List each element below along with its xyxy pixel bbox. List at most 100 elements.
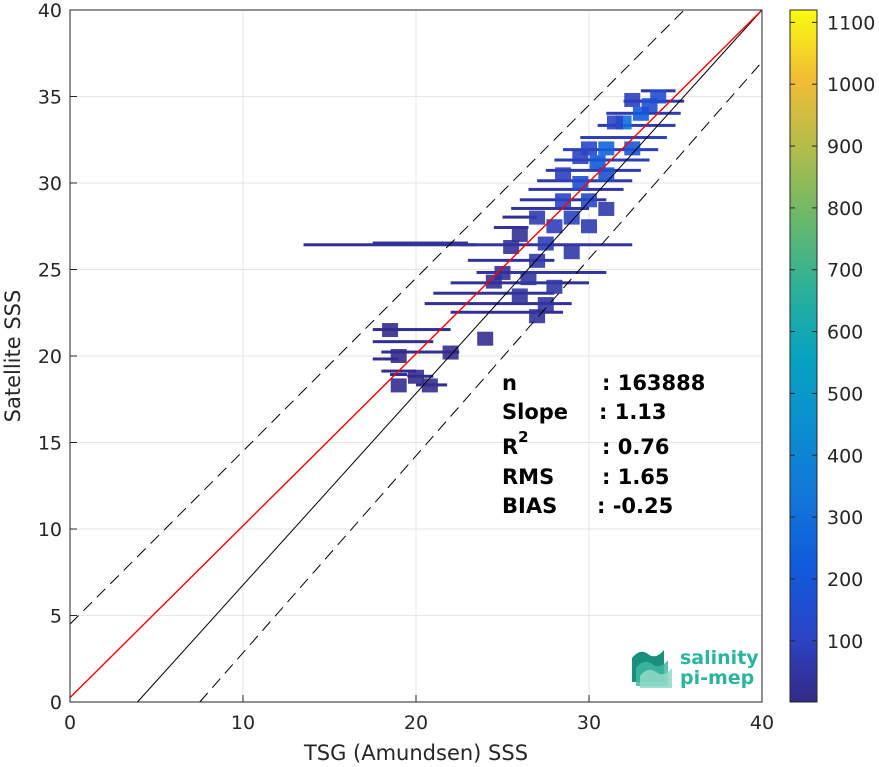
density-bin — [546, 279, 563, 294]
salinity-pi-mep-logo: salinity pi-mep — [632, 647, 759, 689]
density-streak — [372, 328, 451, 332]
y-tick-label: 5 — [50, 606, 62, 628]
colorbar-tick-label: 800 — [827, 198, 863, 220]
density-bin — [520, 271, 537, 286]
density-bin — [572, 176, 589, 190]
y-tick-label: 20 — [38, 346, 62, 368]
density-bin — [598, 201, 615, 216]
x-tick-label: 30 — [577, 712, 601, 734]
density-streak — [502, 215, 538, 219]
colorbar-tick-label: 400 — [827, 445, 863, 467]
density-bin — [572, 150, 589, 165]
density-streak — [597, 123, 676, 127]
density-bin — [546, 219, 563, 234]
density-bin — [421, 378, 438, 393]
density-bin — [598, 141, 615, 156]
stat-bias-value: : -0.25 — [597, 494, 673, 518]
density-streak — [303, 243, 477, 247]
regression-line — [69, 9, 763, 699]
density-streak — [511, 206, 589, 210]
stat-rms-value: : 1.65 — [602, 465, 670, 489]
x-axis-label: TSG (Amundsen) SSS — [303, 741, 528, 765]
density-streak — [476, 270, 607, 274]
stat-slope-value: : 1.13 — [599, 400, 667, 424]
density-streak — [580, 136, 667, 140]
colorbar-tick-label: 900 — [827, 136, 863, 158]
y-tick-label: 0 — [50, 692, 62, 714]
colorbar-tick-label: 1000 — [827, 74, 875, 96]
x-tick-label: 10 — [231, 712, 255, 734]
stat-bias-label: BIAS — [502, 494, 557, 518]
density-bin — [650, 89, 667, 104]
density-streak — [450, 281, 589, 285]
logo-wave-icon — [632, 650, 672, 688]
stat-n-label: n — [502, 371, 517, 395]
density-streak — [372, 241, 468, 245]
density-streak — [467, 258, 555, 262]
density-streak — [372, 357, 399, 361]
colorbar-tick-label: 600 — [827, 322, 863, 344]
density-bin — [477, 331, 494, 346]
density-streak — [545, 168, 641, 172]
logo-line1: salinity — [680, 647, 759, 669]
stat-rms-label: RMS — [502, 465, 554, 489]
density-bin — [589, 155, 606, 170]
density-bin — [563, 245, 580, 260]
stats-block: n : 163888 Slope : 1.13 R2 : 0.76 RMS : … — [502, 371, 705, 518]
density-bin — [563, 210, 580, 225]
density-bin — [390, 349, 407, 363]
density-bin — [408, 369, 424, 384]
density-streak — [390, 373, 408, 377]
stat-r2-superscript: 2 — [518, 428, 528, 446]
density-bin — [624, 92, 641, 107]
density-bin — [503, 240, 520, 255]
colorbar-tick-label: 500 — [827, 383, 863, 405]
density-bin — [382, 323, 399, 338]
y-tick-label: 30 — [38, 173, 62, 195]
stat-r2-label: R2 — [502, 428, 529, 459]
density-bin — [581, 219, 597, 234]
y-tick-label: 40 — [38, 0, 62, 22]
colorbar-tick-label: 100 — [827, 631, 863, 653]
density-plot — [303, 89, 685, 393]
y-tick-label: 10 — [38, 519, 62, 541]
density-bin — [555, 193, 572, 208]
density-streak — [372, 340, 434, 344]
density-bin — [624, 141, 641, 156]
stat-slope-label: Slope — [502, 400, 568, 424]
density-bin — [529, 210, 546, 225]
stat-n-value: : 163888 — [602, 371, 705, 395]
reference-lines — [69, 9, 763, 703]
x-tick-label: 20 — [404, 712, 428, 734]
x-ticks: 0 10 20 30 40 — [64, 695, 774, 734]
density-bin — [442, 345, 459, 360]
stat-r2-value: : 0.76 — [602, 435, 670, 459]
density-bin — [537, 236, 554, 251]
lower-bound-line — [199, 61, 763, 703]
y-tick-label: 35 — [38, 87, 62, 109]
density-streak — [450, 310, 564, 314]
density-bin — [511, 227, 528, 242]
density-streak — [433, 291, 555, 295]
colorbar-tick-label: 200 — [827, 569, 863, 591]
colorbar-tick-label: 700 — [827, 260, 863, 282]
y-tick-label: 25 — [38, 260, 62, 282]
colorbar-ticks: 100 200 300 400 500 600 700 800 900 1000 1100 — [790, 12, 875, 653]
density-bin — [555, 167, 572, 182]
density-bin — [390, 378, 407, 393]
upper-bound-line — [69, 9, 685, 625]
density-bin — [606, 115, 623, 130]
density-streak — [381, 350, 460, 354]
x-tick-label: 40 — [750, 712, 774, 734]
density-streak — [424, 302, 572, 306]
y-tick-label: 15 — [38, 433, 62, 455]
y-axis-label: Satellite SSS — [1, 290, 25, 423]
colorbar-tick-label: 300 — [827, 507, 863, 529]
y-ticks: 0 5 10 15 20 25 30 35 40 — [38, 0, 77, 714]
logo-line2: pi-mep — [680, 667, 754, 689]
density-bin — [537, 297, 554, 312]
x-tick-label: 0 — [64, 712, 76, 734]
identity-line — [137, 9, 763, 703]
density-bin — [511, 288, 528, 303]
